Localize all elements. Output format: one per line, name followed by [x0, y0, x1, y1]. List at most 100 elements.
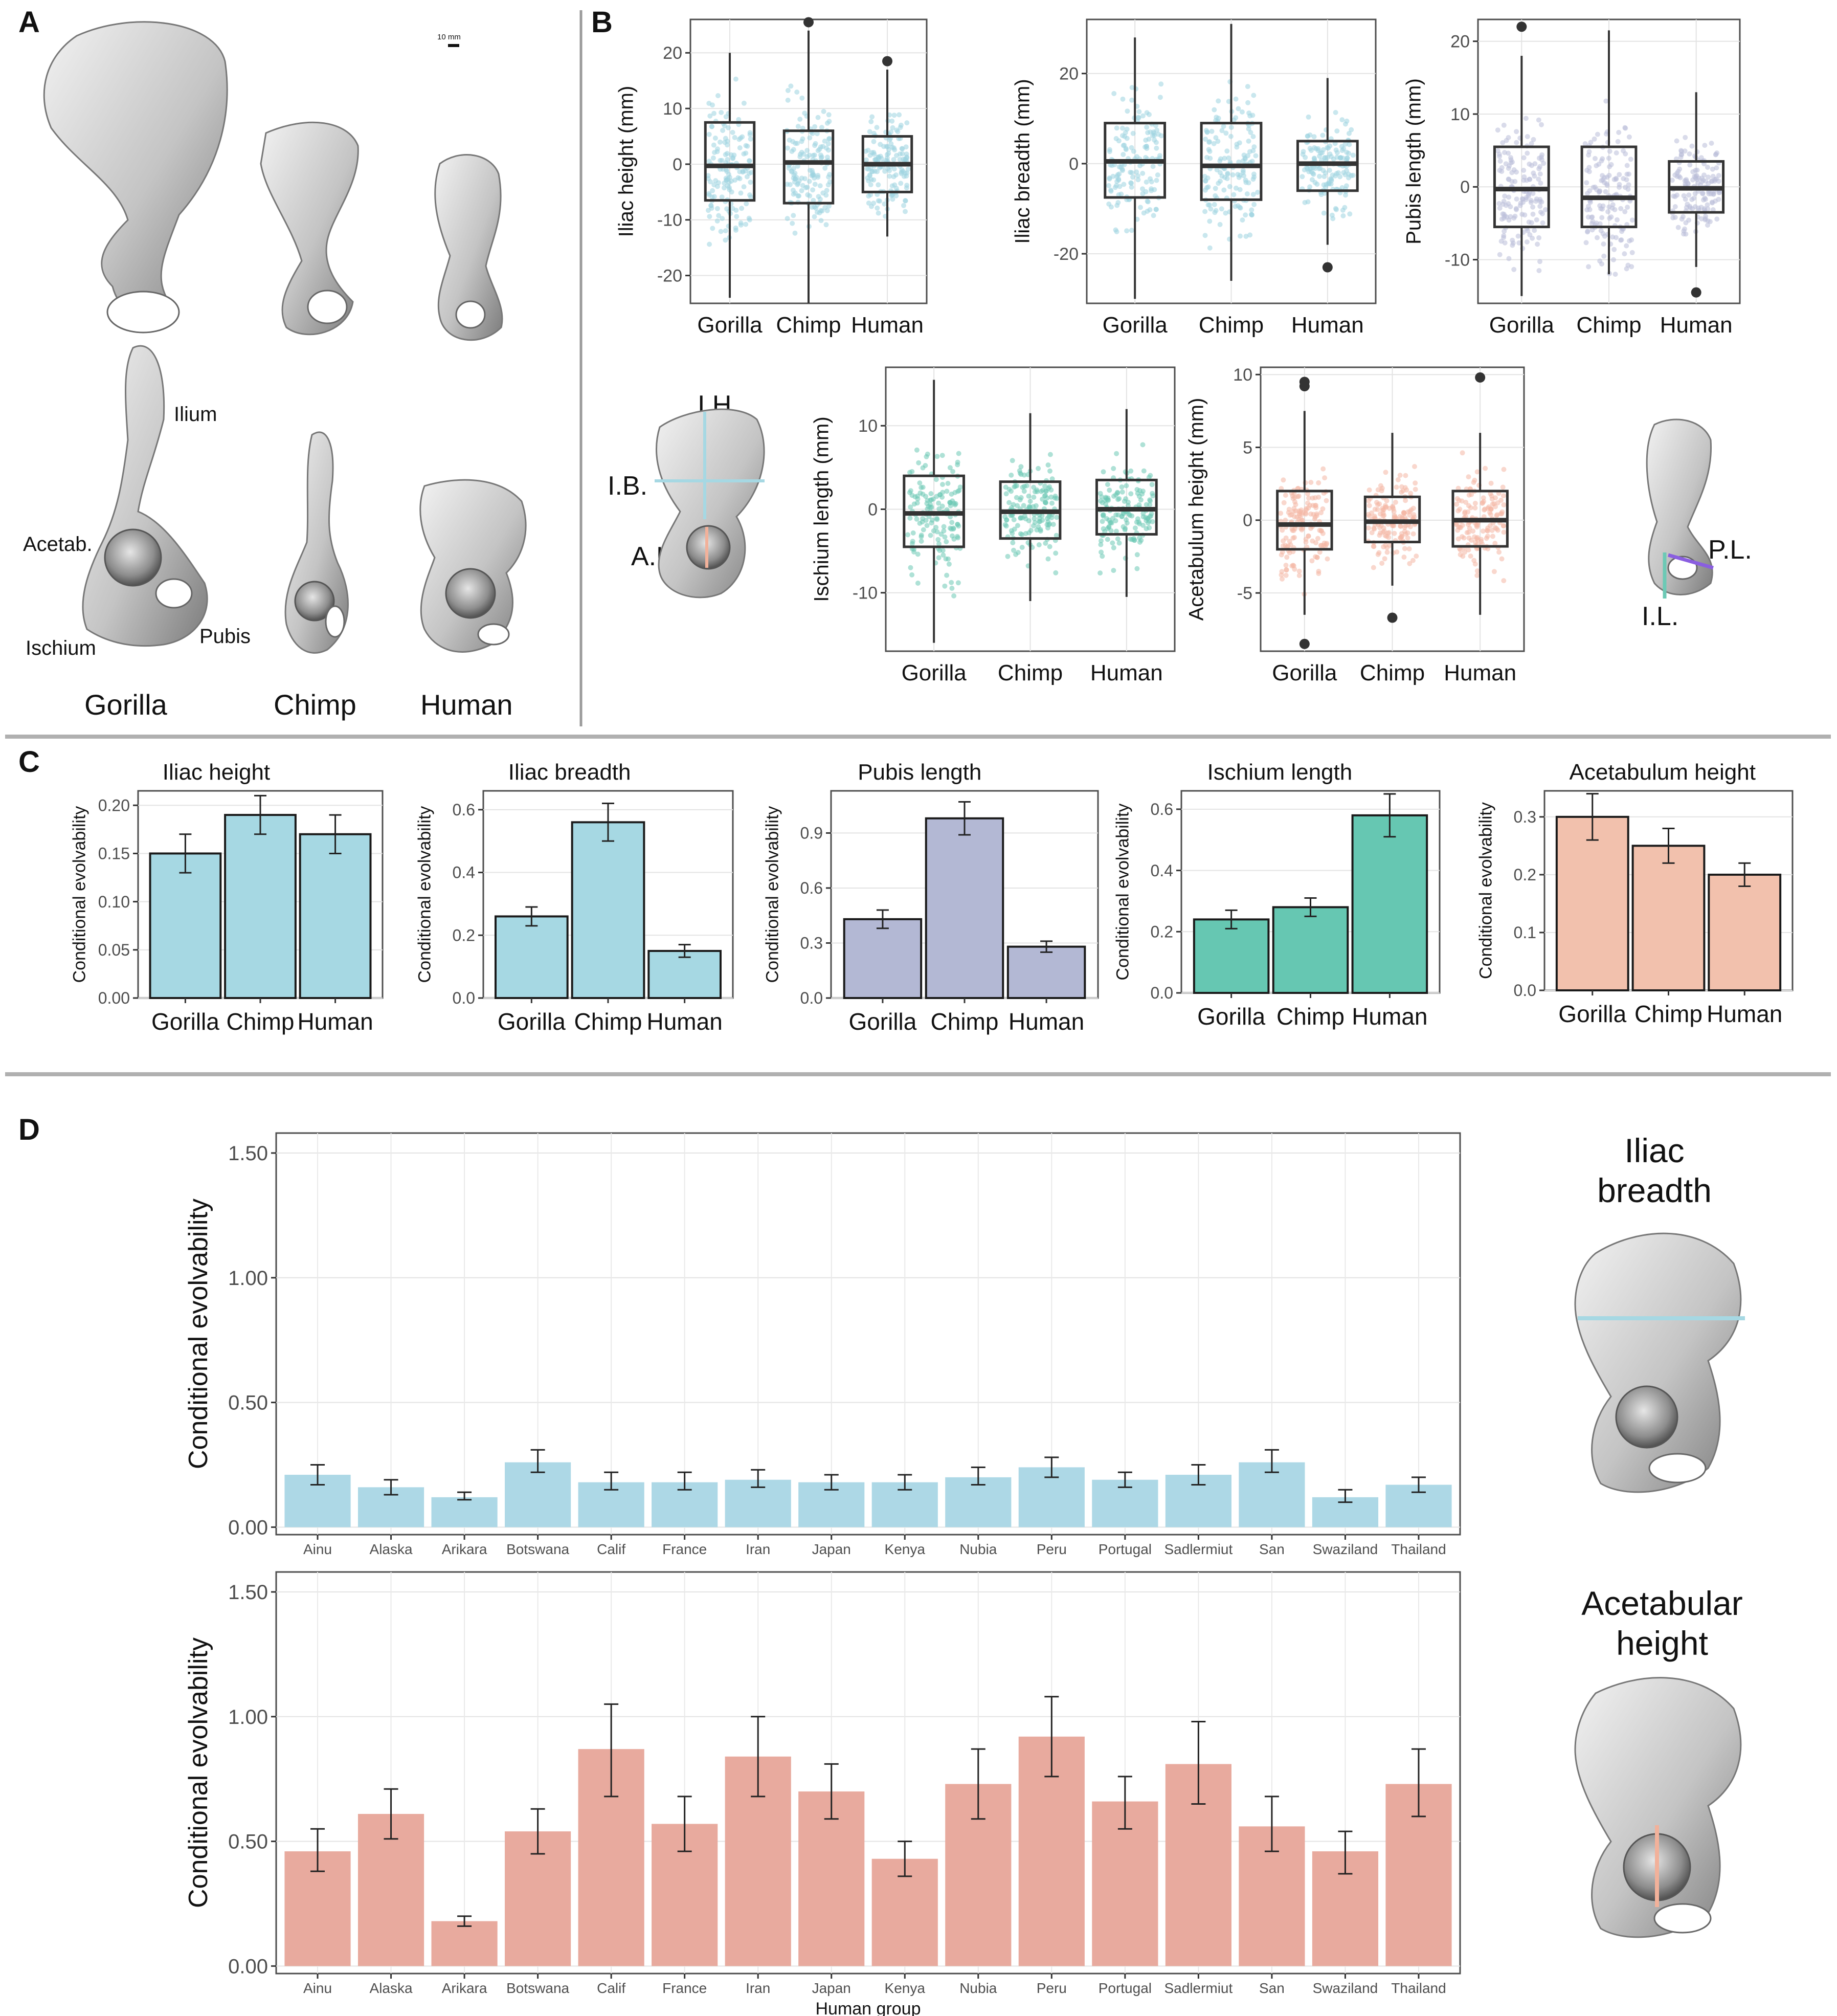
bar: [149, 852, 222, 1000]
data-point: [796, 193, 802, 198]
data-point: [1536, 117, 1541, 123]
data-point: [1670, 215, 1676, 220]
data-point: [1202, 209, 1208, 214]
data-point: [1624, 163, 1630, 168]
data-point: [1603, 131, 1609, 137]
data-point: [723, 237, 728, 243]
data-point: [720, 128, 726, 133]
bar: [647, 949, 722, 1000]
data-point: [1108, 188, 1114, 194]
data-point: [1211, 141, 1217, 146]
data-point: [1491, 569, 1497, 574]
data-point: [898, 122, 904, 128]
data-point: [1405, 535, 1410, 541]
data-point: [1223, 130, 1229, 136]
data-point: [1706, 181, 1711, 186]
data-point: [1009, 505, 1014, 511]
data-point: [947, 465, 953, 471]
data-point: [1017, 468, 1022, 474]
data-point: [897, 112, 902, 118]
x-category-label: Nubia: [959, 1541, 997, 1557]
data-point: [1702, 196, 1708, 202]
data-point: [1322, 475, 1328, 481]
data-point: [1315, 536, 1320, 541]
bar: [1193, 918, 1270, 994]
data-point: [1100, 553, 1105, 559]
y-tick-label: 0.15: [98, 845, 130, 863]
data-point: [1022, 513, 1027, 519]
data-point: [1474, 469, 1480, 475]
data-point: [1534, 196, 1539, 202]
panel-letter-d: D: [18, 1113, 40, 1146]
data-point: [1495, 527, 1500, 533]
data-point: [949, 520, 955, 525]
y-tick-label: 0.2: [1151, 923, 1173, 941]
iliac-breadth-pelvis: [1574, 1232, 1745, 1493]
data-point: [788, 182, 793, 187]
data-point: [1138, 205, 1143, 210]
data-point: [909, 493, 915, 498]
data-point: [1339, 144, 1345, 149]
data-point: [1682, 148, 1688, 154]
data-point: [715, 146, 720, 152]
data-point: [726, 172, 731, 177]
x-category-label: Chimp: [1276, 1003, 1345, 1030]
data-point: [812, 214, 817, 219]
data-point: [1314, 513, 1319, 518]
data-point: [1714, 165, 1719, 171]
x-category-label: Chimp: [1634, 1001, 1702, 1027]
data-point: [1140, 113, 1146, 119]
y-tick-label: -20: [1054, 245, 1079, 264]
data-point: [1149, 482, 1155, 488]
y-tick-label: -10: [657, 211, 682, 230]
data-point: [950, 469, 955, 474]
data-point: [1299, 527, 1305, 533]
data-point: [1303, 539, 1309, 545]
data-point: [1012, 526, 1017, 532]
data-point: [1150, 519, 1155, 524]
x-category-label: France: [662, 1980, 707, 1996]
data-point: [1149, 511, 1154, 517]
data-point: [1481, 499, 1487, 504]
data-point: [1683, 231, 1689, 237]
data-point: [1283, 563, 1289, 568]
bar: [1272, 906, 1349, 994]
bar: [1351, 814, 1428, 994]
data-point: [786, 165, 792, 171]
data-point: [1414, 553, 1419, 559]
data-point: [1333, 109, 1338, 115]
data-point: [1602, 233, 1607, 239]
data-point: [1531, 137, 1536, 142]
data-point: [1340, 207, 1346, 213]
y-tick-label: 20: [1059, 64, 1079, 84]
data-point: [1511, 215, 1517, 221]
data-point: [1111, 568, 1116, 573]
data-point: [1393, 499, 1398, 505]
data-point: [1206, 147, 1212, 152]
data-point: [1019, 545, 1025, 550]
data-point: [1003, 491, 1009, 497]
data-point: [1208, 206, 1214, 212]
x-category-label: Gorilla: [902, 660, 967, 685]
data-point: [1099, 549, 1104, 555]
data-point: [1043, 541, 1048, 546]
data-point: [1539, 152, 1545, 158]
data-point: [1516, 240, 1522, 246]
data-point: [904, 183, 910, 188]
data-point: [1326, 145, 1331, 151]
side-title-acetabular-height-line2: height: [1616, 1624, 1708, 1662]
data-point: [1378, 523, 1384, 528]
y-tick-label: 5: [1243, 438, 1252, 457]
data-point: [1250, 148, 1256, 153]
schematic-label-ib: I.B.: [608, 471, 648, 501]
data-point: [1281, 500, 1287, 505]
data-point: [1521, 168, 1527, 173]
data-point: [1701, 172, 1707, 178]
data-point: [1542, 207, 1548, 212]
data-point: [868, 119, 874, 124]
y-tick-label: 0: [1243, 511, 1252, 530]
data-point: [1245, 84, 1250, 90]
data-point: [956, 523, 961, 529]
data-point: [1478, 537, 1484, 542]
data-point: [1344, 118, 1350, 124]
